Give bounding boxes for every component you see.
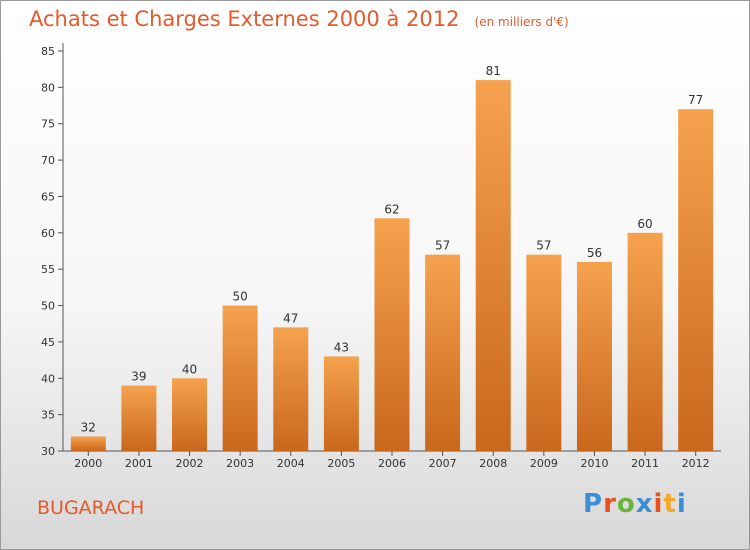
- chart-axes: 30 35 40 45 50 55 60 65 70 75 80 85 2000 2001 2002 2003…: [41, 43, 721, 470]
- y-tick-label: 80: [41, 81, 55, 94]
- y-tick-label: 60: [41, 227, 55, 240]
- x-tick-label: 2004: [277, 457, 305, 470]
- x-tick-label: 2005: [327, 457, 355, 470]
- logo-letter: P: [583, 489, 604, 519]
- y-tick-label: 45: [41, 336, 55, 349]
- bar-2009: [526, 254, 562, 451]
- y-tick-label: 85: [41, 45, 55, 58]
- value-label-2001: 39: [131, 370, 146, 384]
- x-tick-label: 2009: [530, 457, 558, 470]
- bar-2012: [678, 109, 714, 451]
- bar-2007: [425, 254, 461, 451]
- x-tick-label: 2012: [682, 457, 710, 470]
- logo-letter: r: [603, 489, 617, 519]
- x-tick-label: 2007: [429, 457, 457, 470]
- value-label-2009: 57: [536, 239, 551, 253]
- value-label-2006: 62: [384, 202, 399, 216]
- x-tick-label: 2011: [631, 457, 659, 470]
- y-tick-label: 55: [41, 263, 55, 276]
- bar-2011: [627, 232, 663, 451]
- value-label-2003: 50: [233, 290, 248, 304]
- bar-2003: [222, 305, 258, 451]
- bar-2002: [172, 378, 208, 451]
- bar-2005: [323, 356, 359, 451]
- chart-title: Achats et Charges Externes 2000 à 2012 (…: [29, 7, 569, 31]
- logo-letter: t: [663, 489, 677, 519]
- proxiti-logo: Proxiti: [583, 489, 687, 519]
- bar-2008: [475, 80, 511, 451]
- x-tick-label: 2008: [479, 457, 507, 470]
- value-label-2004: 47: [283, 311, 298, 325]
- logo-letter: x: [635, 489, 654, 519]
- x-tick-label: 2003: [226, 457, 254, 470]
- x-tick-label: 2000: [74, 457, 102, 470]
- x-tick-label: 2010: [580, 457, 608, 470]
- value-label-2007: 57: [435, 239, 450, 253]
- chart-title-main: Achats et Charges Externes 2000 à 2012: [29, 7, 460, 31]
- commune-name: BUGARACH: [37, 497, 145, 519]
- logo-letter: i: [653, 489, 664, 519]
- x-tick-label: 2001: [125, 457, 153, 470]
- y-tick-label: 70: [41, 154, 55, 167]
- logo-letter: i: [676, 489, 687, 519]
- chart-bars: [70, 80, 714, 451]
- y-tick-label: 65: [41, 190, 55, 203]
- y-tick-label: 75: [41, 118, 55, 131]
- bar-2001: [121, 385, 157, 451]
- y-tick-label: 40: [41, 372, 55, 385]
- value-label-2008: 81: [486, 64, 501, 78]
- x-tick-label: 2002: [176, 457, 204, 470]
- value-label-2000: 32: [81, 420, 96, 434]
- y-tick-label: 30: [41, 445, 55, 458]
- value-label-2010: 56: [587, 246, 602, 260]
- value-label-2005: 43: [334, 340, 349, 354]
- value-label-2011: 60: [637, 217, 652, 231]
- value-label-2002: 40: [182, 362, 197, 376]
- bar-2006: [374, 218, 410, 451]
- y-tick-label: 50: [41, 300, 55, 313]
- chart-subtitle: (en milliers d'€): [474, 15, 569, 29]
- y-tick-label: 35: [41, 409, 55, 422]
- chart-value-labels: 32 39 40 50 47 43 62 57 81 57 56 60 77: [81, 64, 704, 434]
- bar-2010: [576, 261, 612, 451]
- x-tick-label: 2006: [378, 457, 406, 470]
- bar-2000: [70, 436, 106, 451]
- logo-letter: o: [616, 489, 636, 519]
- value-label-2012: 77: [688, 93, 703, 107]
- bar-2004: [273, 327, 309, 451]
